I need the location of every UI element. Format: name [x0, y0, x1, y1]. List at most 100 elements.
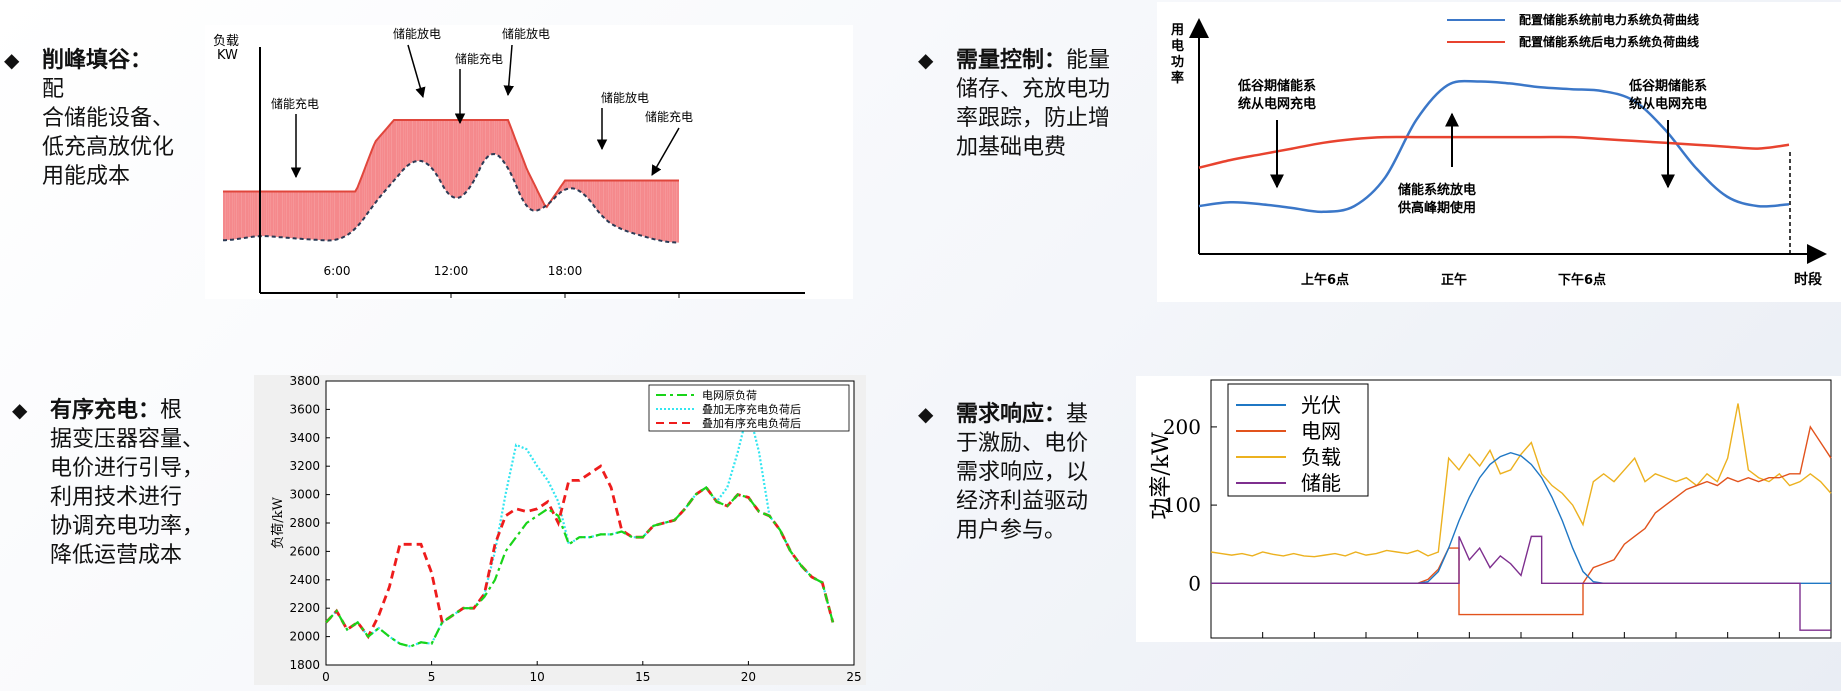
charge-area-segment	[674, 180, 677, 243]
charge-area-segment	[378, 135, 381, 200]
charge-area-segment	[594, 180, 597, 210]
charge-area-segment	[667, 180, 670, 243]
y-tick-label: 3400	[289, 431, 320, 445]
charge-area-segment	[291, 191, 294, 239]
y-tick-label: 0	[1188, 571, 1201, 595]
charge-area-segment	[494, 120, 497, 155]
annotation-label: 供高峰期使用	[1397, 200, 1476, 216]
x-tick-label: 10	[530, 670, 545, 684]
bullet-ordered-charging: ◆ 有序充电：根 据变压器容量、 电价进行引导， 利用技术进行 协调充电功率， …	[12, 398, 205, 568]
annotation-label: 储能充电	[645, 109, 693, 124]
charge-area-segment	[505, 120, 508, 169]
charge-area-segment	[250, 191, 253, 238]
charge-area-segment	[649, 180, 652, 239]
charge-area-segment	[676, 180, 679, 243]
charge-area-segment	[571, 180, 575, 189]
x-tick-label: 下午6点	[1558, 272, 1606, 288]
legend-label: 光伏	[1301, 393, 1341, 417]
charge-area-segment	[469, 120, 472, 189]
charge-area-segment	[229, 191, 233, 240]
charge-area-segment	[466, 120, 470, 192]
charge-area-segment	[669, 180, 673, 243]
charge-area-segment	[528, 172, 531, 210]
charge-area-segment	[665, 180, 668, 242]
charge-area-segment	[375, 138, 379, 203]
charge-area-segment	[496, 120, 499, 157]
charge-area-segment	[350, 191, 353, 233]
charge-area-segment	[330, 191, 333, 241]
charge-area-segment	[487, 120, 490, 157]
charge-area-segment	[337, 191, 340, 240]
charge-area-segment	[348, 191, 351, 235]
x-tick-label: 5	[428, 670, 436, 684]
charge-area-segment	[325, 191, 328, 241]
charge-area-segment	[302, 191, 306, 240]
charge-area-segment	[587, 180, 591, 201]
legend-label: 负载	[1301, 445, 1341, 469]
x-tick-label: 正午	[1441, 272, 1467, 288]
bullet-title: 需求响应	[956, 402, 1045, 427]
series-line-0	[325, 486, 834, 648]
charge-area-segment	[334, 191, 337, 240]
charge-area-segment	[364, 163, 367, 218]
charge-area-segment	[311, 191, 315, 240]
charge-area-segment	[416, 120, 420, 162]
charge-area-segment	[622, 180, 625, 231]
diamond-bullet-icon: ◆	[12, 398, 28, 422]
charge-area-segment	[476, 120, 479, 177]
charge-area-segment	[227, 191, 230, 241]
series-line-2	[324, 464, 835, 640]
y-tick-label: 2800	[289, 516, 320, 530]
charge-area-segment	[309, 191, 312, 240]
x-axis-label: 时段	[1794, 271, 1822, 288]
charge-area-segment	[619, 180, 622, 230]
charge-area-segment	[373, 141, 376, 206]
charge-area-segment	[275, 191, 278, 237]
charge-area-segment	[423, 120, 426, 163]
series-line-3	[1211, 535, 1831, 631]
charge-area-segment	[277, 191, 280, 238]
charge-area-segment	[651, 180, 654, 240]
charge-area-segment	[473, 120, 477, 181]
charge-area-segment	[293, 191, 296, 239]
charge-area-segment	[663, 180, 666, 242]
legend-box	[1227, 383, 1369, 497]
charge-area-segment	[480, 120, 483, 168]
y-tick-label: 2000	[289, 630, 320, 644]
charge-area-segment	[658, 180, 661, 241]
y-tick-label: 3000	[289, 488, 320, 502]
charge-area-segment	[321, 191, 324, 241]
charge-area-segment	[359, 175, 363, 224]
charge-area-segment	[521, 155, 524, 202]
diamond-bullet-icon: ◆	[4, 48, 20, 72]
charge-area-segment	[462, 120, 465, 196]
y-axis-label-char: 率	[1171, 70, 1184, 86]
charge-area-segment	[307, 191, 310, 240]
x-tick-label: 18:00	[548, 264, 583, 278]
charge-area-segment	[485, 120, 488, 160]
charge-area-segment	[640, 180, 643, 236]
legend-label: 配置储能系统前电力系统负荷曲线	[1519, 12, 1699, 27]
charge-area-segment	[318, 191, 322, 241]
y-axis-unit: KW	[217, 48, 238, 63]
annotation-label: 低谷期储能系	[1237, 78, 1316, 94]
charge-area-segment	[382, 130, 385, 194]
charge-area-segment	[514, 137, 518, 188]
charge-area-segment	[305, 191, 308, 240]
charge-area-segment	[300, 191, 303, 239]
charge-area-segment	[257, 191, 260, 237]
charge-area-segment	[626, 180, 629, 232]
charge-area-segment	[510, 125, 513, 178]
charge-area-segment	[519, 149, 522, 198]
charge-area-segment	[327, 191, 331, 241]
charge-area-segment	[576, 180, 579, 191]
charge-area-segment	[389, 122, 392, 186]
bullet-title: 削峰填谷	[42, 48, 131, 73]
charge-area-segment	[567, 180, 570, 189]
charge-area-segment	[471, 120, 474, 185]
charge-area-segment	[425, 120, 429, 165]
demand-response-chart: 0 100 200 光伏 电网 负载 储能 功率/kW	[1136, 376, 1841, 642]
series-line-1	[1198, 135, 1790, 169]
charge-area-segment	[314, 191, 317, 240]
charge-area-segment	[289, 191, 292, 239]
